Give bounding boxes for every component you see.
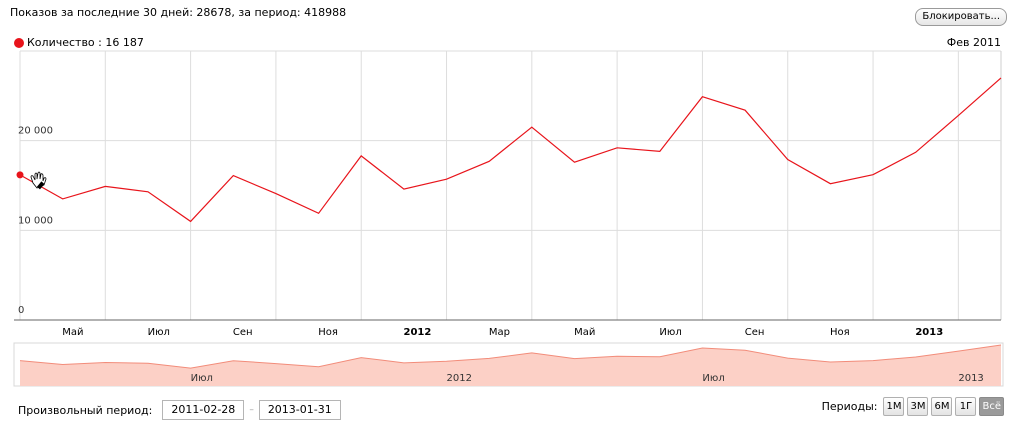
y-tick-label: 0 [18,305,24,316]
x-tick-label: Ноя [830,327,850,338]
hover-date-label: Фев 2011 [946,36,1001,49]
navigator-label: Июл [191,373,213,384]
series-line [19,77,1002,223]
x-tick-label: Май [62,327,83,338]
x-tick-label: Май [574,327,595,338]
legend-label: Количество : 16 187 [27,36,144,49]
period-1m-button[interactable]: 1М [883,397,905,416]
period-1y-button[interactable]: 1Г [955,397,977,416]
highlighted-point [16,171,24,179]
y-tick-label: 20 000 [18,126,53,137]
x-tick-label: 2013 [915,327,943,338]
stats-summary: Показов за последние 30 дней: 28678, за … [10,6,347,19]
period-selector: Периоды: 1М 3М 6М 1Г Всё [822,397,1004,416]
navigator-label: 2013 [958,373,983,384]
custom-period: Произвольный период: 2011-02-28 – 2013-0… [18,400,341,420]
block-button[interactable]: Блокировать... [915,8,1007,26]
x-tick-label: Мар [489,327,510,338]
x-tick-label: Июл [148,327,170,338]
navigator-area [20,345,1001,386]
date-separator: – [249,405,254,415]
hand-cursor-icon [30,171,47,190]
custom-period-label: Произвольный период: [18,403,153,417]
period-3m-button[interactable]: 3М [907,397,929,416]
period-all-button[interactable]: Всё [979,397,1004,416]
navigator-label: Июл [702,373,724,384]
x-tick-label: Ноя [318,327,338,338]
x-tick-label: 2012 [404,327,432,338]
date-to-input[interactable]: 2013-01-31 [258,400,341,420]
periods-label: Периоды: [821,400,878,413]
x-tick-label: Сен [233,327,253,338]
x-tick-label: Июл [659,327,681,338]
chart-legend[interactable]: Количество : 16 187 [14,36,144,49]
x-tick-label: Сен [745,327,765,338]
navigator-label: 2012 [447,373,472,384]
legend-marker-icon [14,37,24,48]
y-tick-label: 10 000 [18,215,53,226]
period-6m-button[interactable]: 6М [931,397,953,416]
navigator-line [19,344,1002,369]
date-from-input[interactable]: 2011-02-28 [162,400,245,420]
